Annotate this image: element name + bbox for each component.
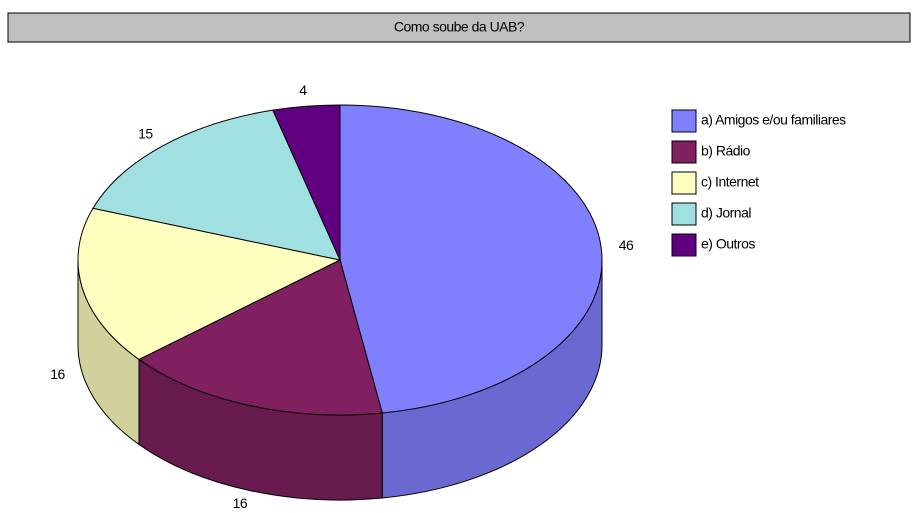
title-bar (7, 12, 911, 43)
legend-label: d) Jornal (701, 205, 751, 221)
data-label: 15 (138, 126, 153, 142)
data-labels: 46 16 16 15 4 (50, 82, 634, 511)
legend-swatch (671, 202, 697, 226)
pie-slice (138, 259, 383, 416)
pie-slice (272, 104, 341, 261)
chart-title: Como soube da UAB? (394, 19, 525, 35)
data-label: 46 (619, 237, 634, 253)
data-label: 16 (233, 495, 248, 511)
legend-swatch (671, 140, 697, 164)
legend-label: a) Amigos e/ou familiares (701, 112, 846, 128)
legend-label: c) Internet (701, 174, 759, 190)
pie-slice (339, 104, 603, 414)
legend-label: e) Outros (701, 236, 755, 252)
pie-tops (77, 104, 603, 416)
legend-swatch (671, 233, 697, 257)
pie-slice (92, 109, 341, 261)
legend-label: b) Rádio (701, 143, 751, 159)
legend: a) Amigos e/ou familiares b) Rádio c) Inte… (671, 109, 847, 257)
pie-slice (77, 207, 342, 360)
data-label: 4 (299, 82, 307, 98)
data-label: 16 (50, 366, 65, 382)
legend-swatch (671, 171, 697, 195)
legend-swatch (671, 109, 697, 133)
